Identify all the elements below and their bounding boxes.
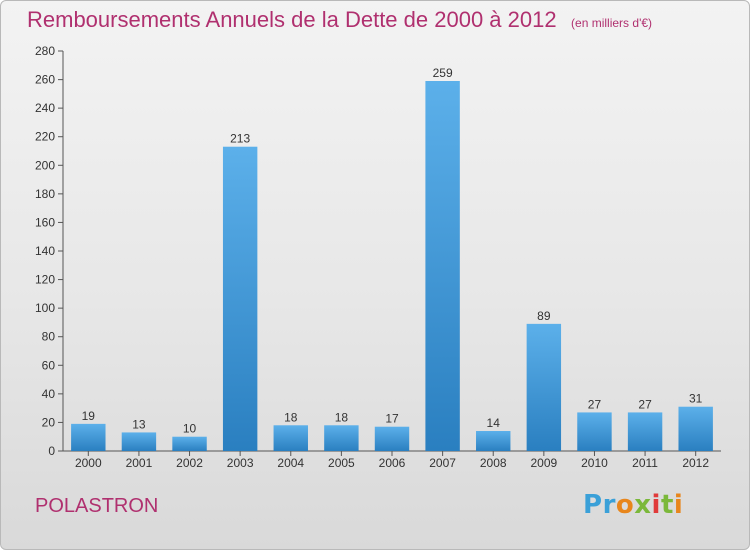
bar-2006 bbox=[374, 426, 410, 451]
y-tick-label: 20 bbox=[42, 415, 56, 429]
logo-letter: i bbox=[673, 490, 684, 520]
logo-letter: r bbox=[602, 490, 616, 520]
data-label: 14 bbox=[487, 416, 501, 430]
y-tick-label: 180 bbox=[35, 187, 55, 201]
x-tick-label: 2002 bbox=[176, 456, 203, 470]
data-label: 213 bbox=[230, 132, 250, 146]
proxiti-logo: Proxiti bbox=[583, 490, 683, 520]
x-tick-label: 2008 bbox=[480, 456, 507, 470]
data-label: 27 bbox=[588, 397, 602, 411]
x-tick-label: 2009 bbox=[530, 456, 557, 470]
chart-title-block: Remboursements Annuels de la Dette de 20… bbox=[27, 7, 652, 33]
x-tick-label: 2007 bbox=[429, 456, 456, 470]
bar-2008 bbox=[476, 431, 511, 451]
logo-letter: x bbox=[634, 490, 652, 520]
y-tick-label: 40 bbox=[42, 387, 56, 401]
data-label: 13 bbox=[132, 417, 146, 431]
data-label: 10 bbox=[183, 422, 197, 436]
y-tick-label: 140 bbox=[35, 244, 55, 258]
logo-letter: P bbox=[583, 490, 603, 520]
data-label: 18 bbox=[284, 410, 298, 424]
x-tick-label: 2001 bbox=[126, 456, 153, 470]
data-label: 18 bbox=[335, 410, 349, 424]
logo-letter: o bbox=[615, 490, 635, 520]
x-tick-label: 2005 bbox=[328, 456, 355, 470]
commune-name: POLASTRON bbox=[35, 495, 159, 517]
bar-2000 bbox=[71, 423, 106, 451]
y-tick-label: 260 bbox=[35, 73, 55, 87]
bar-2011 bbox=[627, 412, 663, 451]
y-tick-label: 200 bbox=[35, 158, 55, 172]
data-label: 31 bbox=[689, 392, 703, 406]
data-label: 27 bbox=[638, 397, 652, 411]
y-tick-label: 100 bbox=[35, 301, 55, 315]
y-tick-label: 240 bbox=[35, 101, 55, 115]
bar-2002 bbox=[172, 436, 207, 451]
data-label: 17 bbox=[385, 412, 399, 426]
y-tick-label: 160 bbox=[35, 215, 55, 229]
x-tick-label: 2010 bbox=[581, 456, 608, 470]
bar-2001 bbox=[121, 432, 157, 451]
bar-2010 bbox=[577, 412, 612, 451]
y-tick-label: 280 bbox=[35, 44, 55, 58]
logo-letter: t bbox=[660, 490, 674, 520]
y-tick-label: 220 bbox=[35, 130, 55, 144]
y-tick-label: 60 bbox=[42, 358, 56, 372]
x-tick-label: 2003 bbox=[227, 456, 254, 470]
chart-title: Remboursements Annuels de la Dette de 20… bbox=[27, 7, 557, 32]
bar-2009 bbox=[526, 323, 562, 451]
data-label: 19 bbox=[82, 409, 96, 423]
y-tick-label: 80 bbox=[42, 330, 56, 344]
bar-2004 bbox=[273, 425, 308, 451]
x-tick-label: 2011 bbox=[632, 456, 658, 470]
chart-subtitle: (en milliers d'€) bbox=[571, 16, 653, 30]
bar-2007 bbox=[425, 81, 460, 451]
logo-letter: i bbox=[651, 490, 661, 520]
x-tick-label: 2012 bbox=[682, 456, 709, 470]
x-tick-label: 2004 bbox=[277, 456, 304, 470]
bar-2012 bbox=[678, 406, 713, 451]
data-label: 89 bbox=[537, 309, 551, 323]
y-tick-label: 0 bbox=[48, 444, 55, 458]
data-label: 259 bbox=[433, 66, 453, 80]
bar-2003 bbox=[222, 146, 258, 451]
y-tick-label: 120 bbox=[35, 273, 55, 287]
x-tick-label: 2006 bbox=[379, 456, 406, 470]
bar-2005 bbox=[324, 425, 359, 451]
x-tick-label: 2000 bbox=[75, 456, 102, 470]
